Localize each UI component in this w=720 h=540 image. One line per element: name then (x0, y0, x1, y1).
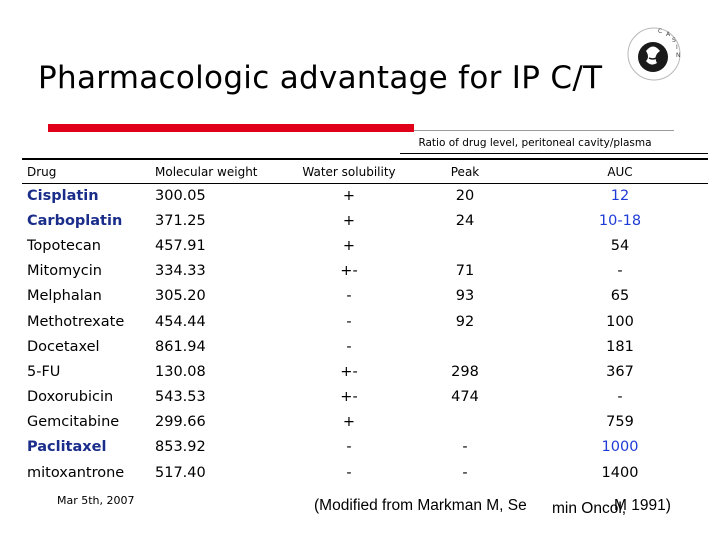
table-top-rule (22, 158, 708, 160)
cell-peak: - (462, 439, 468, 456)
cell-mw: 299.66 (155, 414, 206, 431)
drug-table: Drug Molecular weight Water solubility P… (22, 160, 717, 485)
cell-ws: +- (340, 363, 358, 380)
cell-auc: 54 (610, 237, 630, 254)
cell-mw: 454.44 (155, 313, 206, 330)
cell-ws: - (346, 464, 352, 481)
cell-peak: - (462, 464, 468, 481)
cell-mw: 517.40 (155, 464, 206, 481)
cell-mw: 130.08 (155, 363, 206, 380)
svg-text:I: I (676, 44, 678, 51)
table-row: Melphalan 305.20 - 93 65 (22, 284, 717, 309)
cell-ws: - (346, 313, 352, 330)
cell-drug: Carboplatin (27, 212, 123, 229)
cell-mw: 543.53 (155, 389, 206, 406)
table-row: Gemcitabine 299.66 + 759 (22, 410, 717, 435)
table-header-rule (22, 183, 708, 184)
header-peak: Peak (450, 164, 480, 179)
slide-date: Mar 5th, 2007 (57, 494, 135, 507)
table-row: Mitomycin 334.33 +- 71 - (22, 259, 717, 284)
table-row: Topotecan 457.91 + 54 (22, 233, 717, 258)
cell-auc: - (617, 263, 623, 280)
cell-mw: 334.33 (155, 263, 206, 280)
table-row: Methotrexate 454.44 - 92 100 (22, 309, 717, 334)
cell-peak (407, 233, 523, 258)
cell-ws: - (346, 439, 352, 456)
svg-text:N: N (676, 52, 681, 59)
cell-ws: - (346, 338, 352, 355)
cell-auc: 12 (610, 187, 630, 204)
cell-drug: 5-FU (27, 363, 61, 380)
cell-peak: 93 (455, 288, 475, 305)
cell-drug: Doxorubicin (27, 389, 114, 406)
cell-ws: + (342, 237, 356, 254)
cell-peak (407, 334, 523, 359)
header-drug: Drug (27, 164, 57, 179)
slide-title: Pharmacologic advantage for IP C/T (38, 60, 603, 96)
cell-ws: +- (340, 389, 358, 406)
cell-auc: 759 (606, 414, 634, 431)
ratio-group-rule (400, 153, 708, 154)
cell-mw: 371.25 (155, 212, 206, 229)
svg-text:C: C (658, 28, 662, 35)
header-molecular-weight: Molecular weight (155, 164, 258, 179)
cell-ws: + (342, 187, 356, 204)
header-water-solubility: Water solubility (302, 164, 396, 179)
table-row: Paclitaxel 853.92 - - 1000 (22, 435, 717, 460)
table-header-row: Drug Molecular weight Water solubility P… (22, 160, 717, 183)
cell-auc: 1000 (601, 439, 639, 456)
citation-right: M 1991) (614, 497, 671, 514)
table-row: Carboplatin 371.25 + 24 10-18 (22, 208, 717, 233)
cell-drug: Mitomycin (27, 263, 102, 280)
cell-auc: 1400 (601, 464, 639, 481)
cell-drug: Paclitaxel (27, 439, 107, 456)
cell-ws: - (346, 288, 352, 305)
table-row: Doxorubicin 543.53 +- 474 - (22, 385, 717, 410)
cell-mw: 861.94 (155, 338, 206, 355)
citation: (Modified from Markman M, Se min Oncol, … (314, 497, 671, 517)
cell-auc: 65 (610, 288, 630, 305)
cell-peak: 24 (455, 212, 475, 229)
cell-mw: 457.91 (155, 237, 206, 254)
cell-peak: 71 (455, 263, 475, 280)
cell-drug: Melphalan (27, 288, 102, 305)
cell-peak: 474 (451, 389, 479, 406)
cell-auc: 10-18 (598, 212, 642, 229)
cell-peak (407, 410, 523, 435)
cell-ws: +- (340, 263, 358, 280)
citation-left: (Modified from Markman M, Se (314, 497, 527, 514)
cell-drug: Topotecan (27, 237, 101, 254)
cell-drug: Gemcitabine (27, 414, 120, 431)
cell-drug: Methotrexate (27, 313, 125, 330)
svg-text:A: A (666, 31, 671, 38)
cell-mw: 300.05 (155, 187, 206, 204)
svg-text:S: S (672, 37, 676, 44)
ratio-group-label: Ratio of drug level, peritoneal cavity/p… (418, 137, 652, 149)
table-row: mitoxantrone 517.40 - - 1400 (22, 460, 717, 485)
header-auc: AUC (607, 164, 633, 179)
cell-peak: 298 (451, 363, 479, 380)
cell-ws: + (342, 212, 356, 229)
title-accent-bar (48, 124, 414, 132)
cell-mw: 305.20 (155, 288, 206, 305)
cell-drug: mitoxantrone (27, 464, 125, 481)
citation-overlap: min Oncol, (552, 500, 627, 517)
cell-drug: Cisplatin (27, 187, 99, 204)
cell-auc: 100 (606, 313, 634, 330)
institution-logo: C A S I N (627, 27, 681, 81)
table-row: 5-FU 130.08 +- 298 367 (22, 359, 717, 384)
cell-peak: 92 (455, 313, 475, 330)
table-row: Docetaxel 861.94 - 181 (22, 334, 717, 359)
cell-auc: 367 (606, 363, 634, 380)
cell-peak: 20 (455, 187, 475, 204)
cell-auc: 181 (606, 338, 634, 355)
cell-ws: + (342, 414, 356, 431)
cell-mw: 853.92 (155, 439, 206, 456)
cell-auc: - (617, 389, 623, 406)
table-row: Cisplatin 300.05 + 20 12 (22, 183, 717, 208)
cell-drug: Docetaxel (27, 338, 100, 355)
